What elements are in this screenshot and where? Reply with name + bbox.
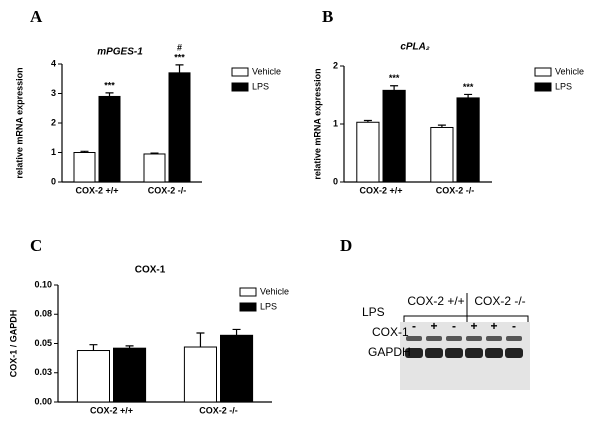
gapdh-band — [465, 348, 483, 358]
error-bar — [464, 93, 473, 98]
bar — [382, 89, 406, 183]
row-label: GAPDH — [368, 345, 411, 359]
x-tick-label: COX-2 +/+ — [90, 405, 133, 415]
chart-title: mPGES-1 — [97, 47, 143, 58]
x-tick-label: COX-2 +/+ — [359, 185, 402, 195]
legend-label: LPS — [555, 81, 572, 91]
gapdh-band — [485, 348, 503, 358]
y-axis-label: COX-1 / GAPDH — [8, 310, 18, 378]
y-tick-label: 2 — [333, 60, 338, 70]
error-bar — [232, 328, 241, 336]
annotation: *** — [104, 80, 115, 90]
lps-label: LPS — [362, 305, 385, 319]
y-axis-label: relative mRNA expression — [312, 68, 322, 179]
y-tick-label: 0.08 — [34, 309, 52, 319]
x-tick-label: COX-2 -/- — [148, 185, 187, 195]
lane-sign: - — [412, 319, 416, 333]
y-tick-label: 0.10 — [34, 279, 52, 289]
legend-swatch — [231, 67, 249, 77]
panel-letter: B — [322, 7, 333, 26]
bracket — [403, 315, 529, 322]
legend-label: Vehicle — [252, 66, 281, 76]
bar — [168, 72, 191, 183]
panel-letter: C — [30, 236, 42, 255]
bar — [73, 152, 96, 183]
y-tick-label: 4 — [51, 58, 56, 68]
y-tick-label: 0 — [333, 176, 338, 186]
error-bar — [437, 124, 446, 128]
y-tick-label: 0.03 — [34, 367, 52, 377]
annotation: *** — [389, 73, 400, 83]
bar — [113, 347, 147, 403]
bar — [76, 350, 110, 403]
bar — [143, 153, 166, 183]
error-bar — [390, 85, 399, 91]
bar — [456, 97, 480, 183]
lane-sign: + — [490, 319, 497, 333]
gapdh-band — [425, 348, 443, 358]
error-bar — [80, 150, 89, 153]
legend-swatch — [231, 82, 249, 92]
annotation: *** — [463, 82, 474, 92]
lane-sign: + — [470, 319, 477, 333]
bar — [98, 95, 121, 183]
x-tick-label: COX-2 +/+ — [75, 185, 118, 195]
error-bar — [363, 119, 372, 123]
cox1-band — [446, 336, 462, 341]
gapdh-band — [505, 348, 523, 358]
error-bar — [150, 152, 159, 154]
error-bar — [89, 344, 98, 351]
legend-label: LPS — [252, 81, 269, 91]
annotation: *** — [174, 52, 185, 62]
legend-swatch — [534, 82, 552, 92]
x-tick-label: COX-2 -/- — [436, 185, 475, 195]
legend-label: Vehicle — [555, 66, 584, 76]
cox1-band — [506, 336, 522, 341]
cox1-band — [426, 336, 442, 341]
bar — [220, 334, 254, 403]
cox1-band — [486, 336, 502, 341]
legend-swatch — [534, 67, 552, 77]
legend-label: Vehicle — [260, 286, 289, 296]
cox1-band — [466, 336, 482, 341]
annotation: # — [177, 42, 182, 52]
lane-sign: - — [452, 319, 456, 333]
legend-swatch — [239, 287, 257, 297]
chart-title: cPLA₂ — [400, 42, 430, 53]
y-tick-label: 0 — [51, 176, 56, 186]
x-tick-label: COX-2 -/- — [199, 405, 238, 415]
y-tick-label: 2 — [51, 117, 56, 127]
gapdh-band — [445, 348, 463, 358]
group-label: COX-2 -/- — [474, 294, 525, 308]
group-label: COX-2 +/+ — [407, 294, 464, 308]
bar — [183, 346, 217, 403]
chart-title: COX-1 — [135, 265, 166, 276]
bar — [356, 121, 380, 183]
y-axis-label: relative mRNA expression — [14, 67, 24, 178]
cox1-band — [406, 336, 422, 341]
error-bar — [125, 345, 134, 349]
y-tick-label: 0.00 — [34, 396, 52, 406]
y-tick-label: 1 — [333, 118, 338, 128]
panel-letter: A — [30, 7, 43, 26]
y-tick-label: 0.05 — [34, 338, 52, 348]
panel-letter: D — [340, 236, 352, 255]
error-bar — [196, 332, 205, 348]
lane-sign: - — [512, 319, 516, 333]
y-tick-label: 1 — [51, 147, 56, 157]
lane-sign: + — [430, 319, 437, 333]
legend-label: LPS — [260, 301, 277, 311]
row-label: COX-1 — [372, 325, 409, 339]
y-tick-label: 3 — [51, 88, 56, 98]
bar — [430, 126, 454, 183]
error-bar — [105, 92, 114, 97]
gapdh-band — [405, 348, 423, 358]
error-bar — [175, 64, 184, 73]
legend-swatch — [239, 302, 257, 312]
